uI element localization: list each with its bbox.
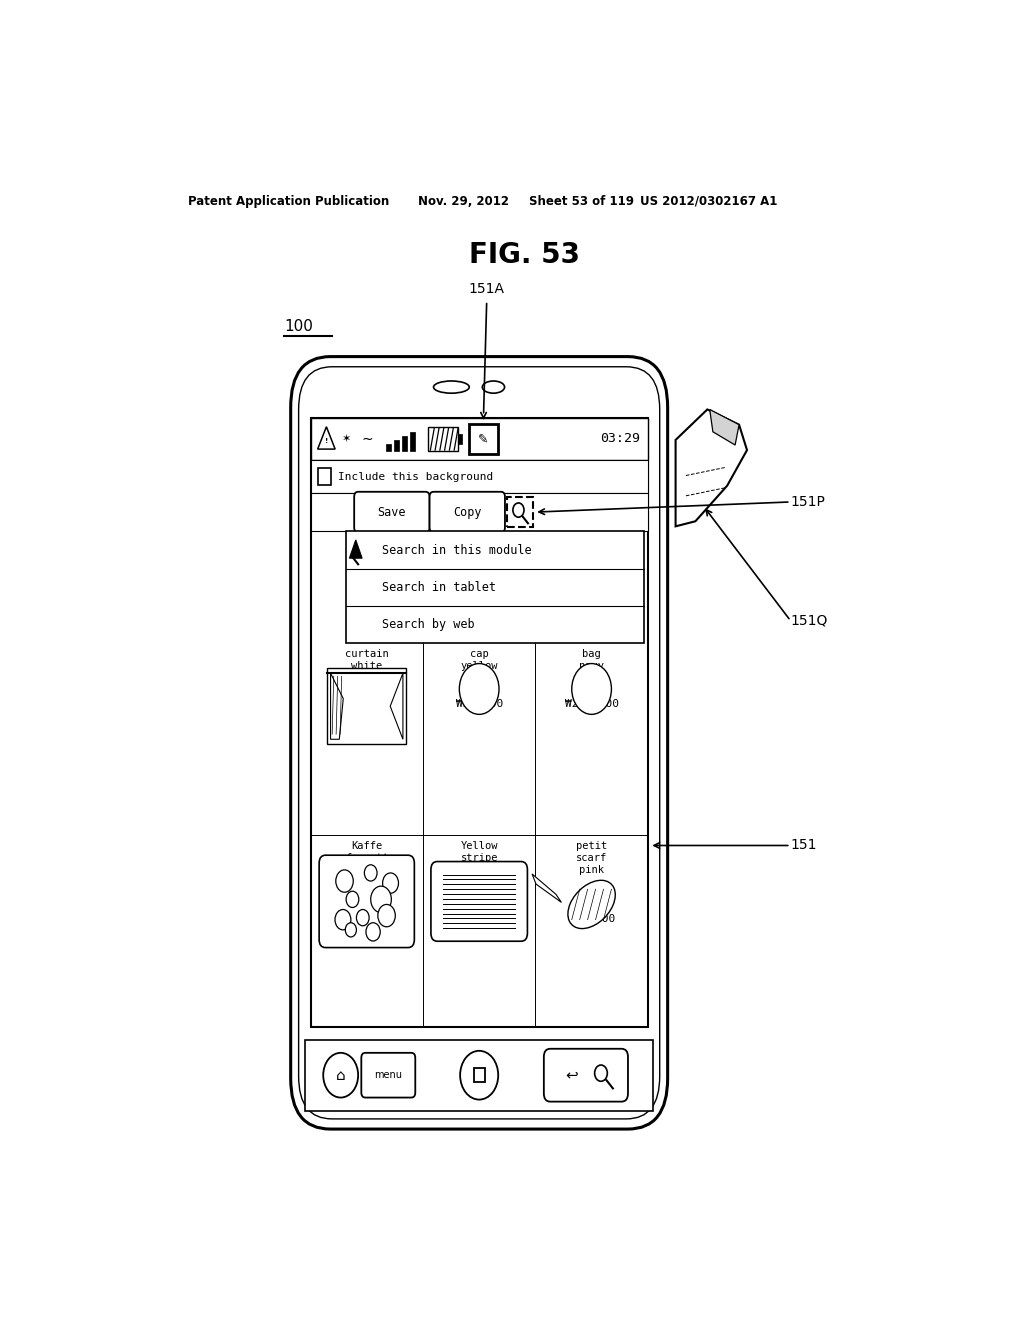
- FancyBboxPatch shape: [361, 1053, 416, 1097]
- Circle shape: [595, 1065, 607, 1081]
- Text: ₩45,000: ₩45,000: [343, 913, 390, 924]
- Text: Search by web: Search by web: [382, 618, 474, 631]
- Circle shape: [335, 909, 351, 929]
- Text: Save: Save: [378, 506, 407, 519]
- Bar: [346, 532, 644, 643]
- Text: menu: menu: [375, 1071, 402, 1080]
- Text: ₩32,000: ₩32,000: [456, 700, 503, 709]
- Circle shape: [346, 891, 358, 907]
- Polygon shape: [710, 409, 739, 445]
- Bar: [328, 668, 407, 744]
- Circle shape: [365, 865, 377, 880]
- Text: Include this background: Include this background: [338, 471, 493, 482]
- Text: 100: 100: [285, 319, 313, 334]
- Text: Patent Application Publication: Patent Application Publication: [187, 194, 389, 207]
- Circle shape: [366, 923, 380, 941]
- Bar: [428, 426, 458, 451]
- Text: petit
scarf
pink: petit scarf pink: [575, 841, 607, 875]
- Ellipse shape: [568, 880, 615, 928]
- Bar: [474, 1068, 484, 1082]
- Text: ∼: ∼: [361, 432, 374, 446]
- Bar: [394, 440, 399, 451]
- Bar: [507, 496, 532, 528]
- FancyBboxPatch shape: [431, 862, 527, 941]
- Bar: [458, 433, 462, 445]
- Bar: [386, 444, 391, 451]
- Text: ↩: ↩: [565, 1068, 578, 1082]
- Bar: [318, 469, 331, 484]
- Text: FIG. 53: FIG. 53: [469, 242, 581, 269]
- Text: 151P: 151P: [791, 495, 825, 510]
- Text: cap
yellow: cap yellow: [461, 649, 498, 671]
- Bar: [310, 461, 648, 492]
- Circle shape: [383, 873, 398, 894]
- Circle shape: [356, 909, 369, 925]
- Text: !: !: [325, 438, 328, 444]
- Ellipse shape: [433, 381, 469, 393]
- Polygon shape: [532, 874, 561, 903]
- FancyBboxPatch shape: [354, 492, 430, 532]
- Bar: [310, 417, 648, 1027]
- Polygon shape: [676, 409, 746, 527]
- Polygon shape: [349, 540, 362, 558]
- Text: Nov. 29, 2012: Nov. 29, 2012: [418, 194, 509, 207]
- Text: 151Q: 151Q: [791, 614, 828, 628]
- Bar: [305, 1040, 653, 1110]
- Polygon shape: [317, 426, 335, 449]
- Polygon shape: [390, 673, 402, 739]
- Text: Search in tablet: Search in tablet: [382, 581, 496, 594]
- Circle shape: [460, 1051, 499, 1100]
- Bar: [469, 424, 498, 454]
- Text: bag
navy: bag navy: [580, 649, 604, 671]
- Ellipse shape: [482, 381, 505, 393]
- Text: Copy: Copy: [453, 506, 481, 519]
- Text: ₩30,000: ₩30,000: [456, 891, 503, 902]
- Circle shape: [345, 923, 356, 937]
- FancyBboxPatch shape: [544, 1049, 628, 1102]
- Circle shape: [378, 904, 395, 927]
- Text: Yellow
stripe: Yellow stripe: [461, 841, 498, 863]
- FancyBboxPatch shape: [430, 492, 505, 532]
- Circle shape: [324, 1053, 358, 1097]
- Text: ✶: ✶: [342, 434, 351, 444]
- Circle shape: [460, 664, 499, 714]
- Text: 03:29: 03:29: [600, 433, 640, 445]
- Text: ₩285,000: ₩285,000: [564, 700, 618, 709]
- FancyBboxPatch shape: [319, 855, 415, 948]
- Circle shape: [513, 503, 524, 517]
- Text: US 2012/0302167 A1: US 2012/0302167 A1: [640, 194, 777, 207]
- Text: Kaffe
fassett
tokyo plum: Kaffe fassett tokyo plum: [336, 841, 398, 875]
- Text: ✎: ✎: [478, 433, 488, 445]
- Text: ₩65,000: ₩65,000: [343, 700, 390, 709]
- Text: 151: 151: [791, 838, 817, 853]
- Circle shape: [371, 886, 391, 912]
- Bar: [310, 492, 648, 532]
- Circle shape: [336, 870, 353, 892]
- Text: Sheet 53 of 119: Sheet 53 of 119: [528, 194, 634, 207]
- Text: 151A: 151A: [469, 281, 505, 296]
- Circle shape: [571, 664, 611, 714]
- Text: Search in this module: Search in this module: [382, 544, 531, 557]
- Text: ⌂: ⌂: [336, 1068, 345, 1082]
- Polygon shape: [331, 673, 343, 739]
- Bar: [410, 432, 416, 451]
- Bar: [401, 436, 408, 451]
- FancyBboxPatch shape: [291, 356, 668, 1129]
- Text: curtain
white: curtain white: [345, 649, 389, 671]
- Text: ₩20,000: ₩20,000: [568, 913, 615, 924]
- Bar: [310, 417, 648, 461]
